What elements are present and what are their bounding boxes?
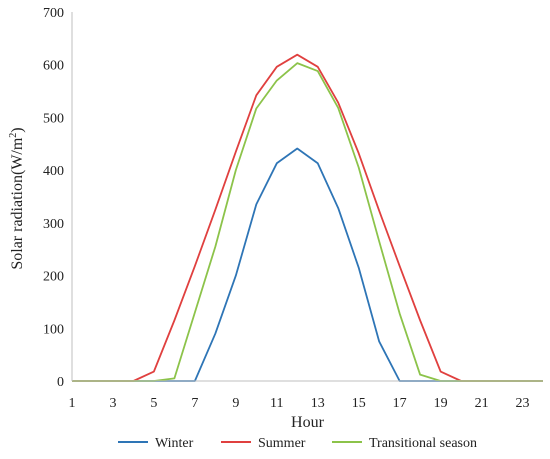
legend-label-summer: Summer (258, 436, 306, 451)
y-tick-label: 400 (43, 164, 64, 179)
x-tick-label: 1 (69, 396, 76, 411)
axes: 1 3 5 7 9 11 13 15 17 19 21 23 01002003004005006007… (43, 6, 543, 411)
x-axis-title: Hour (291, 414, 325, 431)
series-layer (72, 53, 543, 382)
y-tick-label: 200 (43, 270, 64, 285)
x-tick-label: 21 (475, 396, 489, 411)
y-tick-label: 500 (43, 111, 64, 126)
y-tick-label: 100 (43, 322, 64, 337)
y-axis-title-suffix: ) (9, 127, 26, 132)
x-tick-label: 11 (270, 396, 283, 411)
x-tick-label: 19 (434, 396, 448, 411)
series-line-transitional-season (72, 62, 543, 382)
y-tick-label: 300 (43, 217, 64, 232)
y-axis-title: Solar radiation(W/m2) (8, 127, 26, 269)
x-tick-label: 7 (191, 396, 198, 411)
y-tick-label: 0 (57, 375, 64, 390)
y-tick-label: 700 (43, 6, 64, 21)
x-tick-label: 5 (150, 396, 157, 411)
x-tick-label: 3 (109, 396, 116, 411)
x-tick-label: 23 (516, 396, 530, 411)
legend-label-winter: Winter (155, 436, 194, 451)
y-tick-labels: 0 100 200 300 400 500 600 700 (43, 6, 64, 390)
x-tick-label: 15 (352, 396, 366, 411)
legend: Winter Summer Transitional season (118, 436, 477, 451)
legend-label-transitional-season: Transitional season (369, 436, 477, 451)
x-tick-label: 17 (393, 396, 407, 411)
x-tick-label: 9 (232, 396, 239, 411)
y-axis-title-superscript: 2 (8, 133, 19, 138)
y-axis-title-main: Solar radiation(W/m (9, 137, 26, 270)
x-tick-labels: 1 3 5 7 9 11 13 15 17 19 21 23 (69, 396, 530, 411)
series-line-winter (72, 147, 543, 382)
series-line-summer (72, 53, 543, 382)
x-tick-label: 13 (311, 396, 325, 411)
y-tick-label: 600 (43, 59, 64, 74)
